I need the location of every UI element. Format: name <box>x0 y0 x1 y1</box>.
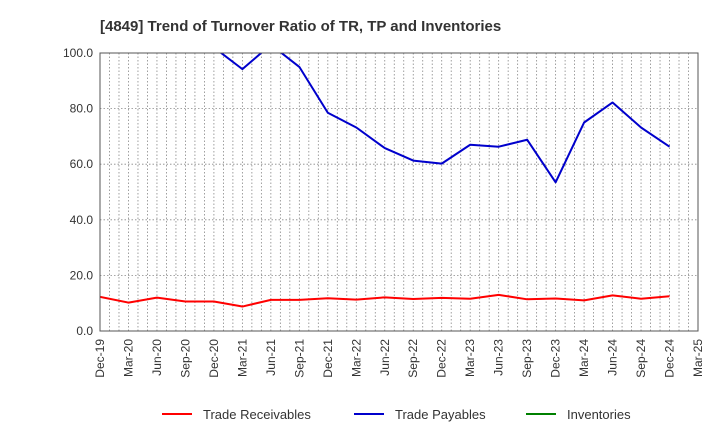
x-tick-label: Mar-20 <box>121 339 135 377</box>
y-tick-label: 60.0 <box>70 157 94 171</box>
x-tick-label: Dec-24 <box>663 339 677 378</box>
x-tick-label: Mar-21 <box>235 339 249 377</box>
legend-label: Inventories <box>567 407 631 422</box>
x-tick-label: Jun-20 <box>150 339 164 376</box>
x-tick-label: Dec-22 <box>435 339 449 378</box>
x-tick-label: Dec-19 <box>93 339 107 378</box>
y-tick-label: 0.0 <box>76 324 93 338</box>
x-tick-label: Jun-21 <box>264 339 278 376</box>
x-tick-label: Sep-23 <box>520 339 534 378</box>
y-tick-label: 100.0 <box>63 46 93 60</box>
x-tick-label: Dec-20 <box>207 339 221 378</box>
x-tick-label: Mar-25 <box>691 339 705 377</box>
x-tick-label: Mar-23 <box>463 339 477 377</box>
series-line-trade-payables <box>219 53 671 184</box>
x-tick-label: Mar-24 <box>577 339 591 377</box>
axes: 0.0 20.0 40.0 60.0 80.0 100.0 Dec-19 Mar-20 Jun-… <box>63 46 705 378</box>
chart-title: [4849] Trend of Turnover Ratio of TR, TP… <box>100 18 501 35</box>
grid <box>100 52 698 331</box>
x-tick-label: Sep-20 <box>178 339 192 378</box>
x-tick-label: Dec-23 <box>549 339 563 378</box>
legend-label: Trade Receivables <box>203 407 311 422</box>
x-tick-label: Jun-24 <box>606 339 620 376</box>
y-tick-label: 40.0 <box>70 213 94 227</box>
x-tick-label: Sep-22 <box>406 339 420 378</box>
plot-area <box>100 53 671 308</box>
x-tick-label: Mar-22 <box>349 339 363 377</box>
x-tick-label: Jun-22 <box>378 339 392 376</box>
y-tick-label: 20.0 <box>70 268 94 282</box>
series-line-trade-receivables <box>100 293 670 308</box>
legend-label: Trade Payables <box>395 407 486 422</box>
x-tick-label: Dec-21 <box>321 339 335 378</box>
legend: Trade Receivables Trade Payables Inventori… <box>162 407 631 422</box>
y-tick-label: 80.0 <box>70 102 94 116</box>
x-tick-label: Jun-23 <box>492 339 506 376</box>
x-tick-label: Sep-24 <box>634 339 648 378</box>
plot-frame <box>99 52 699 332</box>
x-tick-label: Sep-21 <box>292 339 306 378</box>
